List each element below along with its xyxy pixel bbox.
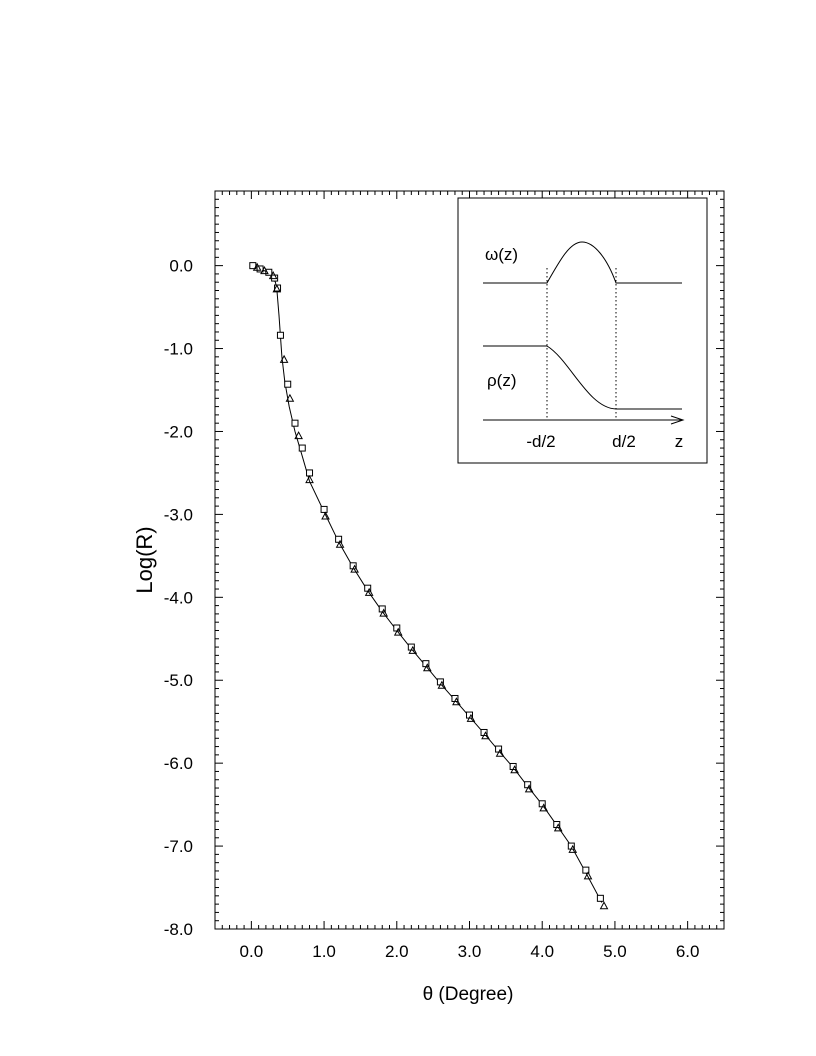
triangle-marker [583,871,593,880]
omega-label: ω(z) [485,245,518,264]
x-tick-label: 3.0 [458,942,482,961]
y-tick-label: -4.0 [164,588,193,607]
triangle-marker [599,901,609,910]
triangle-marker [481,731,490,740]
inset-frame [457,197,708,464]
triangle-marker [408,645,418,654]
triangle-marker [568,844,578,853]
y-tick-label: -7.0 [164,837,193,856]
x-tick-label: 2.0 [385,942,409,961]
square-marker [335,535,343,543]
triangle-marker [422,663,432,672]
x-axis-title: θ (Degree) [423,984,514,1005]
x-tick-label: 6.0 [676,942,700,961]
square-marker [284,380,292,388]
triangle-marker [260,266,269,275]
x-axis-ticks [214,191,725,929]
triangle-marker [279,354,289,363]
triangle-marker [379,608,389,617]
z-axis-arrowhead [670,415,685,425]
triangle-marker [268,271,278,280]
triangle-marker [510,765,519,774]
y-tick-label: -8.0 [164,920,193,939]
half-d-label: d/2 [612,432,636,451]
triangle-marker [393,627,403,636]
x-tick-label: 0.0 [240,942,264,961]
omega-profile-curve [483,241,682,284]
y-tick-label: 0.0 [169,257,193,276]
triangle-marker [553,823,563,832]
triangle-marker [294,431,303,440]
x-axis-tick-labels: 0.0 1.0 2.0 3.0 4.0 5.0 6.0 [240,942,700,961]
triangle-marker [285,393,295,402]
y-tick-label: -6.0 [164,754,193,773]
square-marker [320,505,328,513]
triangle-marker [364,587,374,596]
y-axis-title: Log(R) [132,526,157,593]
x-tick-label: 4.0 [530,942,554,961]
triangle-marker [335,539,345,548]
rho-label: ρ(z) [487,371,517,390]
x-tick-label: 1.0 [312,942,336,961]
triangle-marker [452,697,461,706]
triangle-marker [272,284,282,293]
square-marker [582,866,590,874]
x-tick-label: 5.0 [603,942,627,961]
square-marker [276,331,284,339]
y-tick-label: -3.0 [164,505,193,524]
data-series [249,262,609,910]
square-marker [265,268,273,276]
triangle-marker [524,784,534,793]
y-tick-label: -2.0 [164,422,193,441]
square-marker [596,894,604,902]
rho-profile-curve [483,345,682,410]
triangle-marker [495,748,505,757]
y-tick-label: -5.0 [164,671,193,690]
y-axis-ticks [215,190,724,930]
square-marker [298,444,306,452]
z-label: z [675,432,684,451]
triangle-marker [466,713,476,722]
triangle-marker [321,511,330,520]
square-marker [291,419,299,427]
triangle-marker [539,803,549,812]
y-axis-tick-labels: 0.0 -1.0 -2.0 -3.0 -4.0 -5.0 -6.0 -7.0 -8.0 [164,257,193,939]
square-marker [274,284,282,292]
minus-half-d-label: -d/2 [526,432,555,451]
inset-schematic: ω(z) ρ(z) -d/2 d/2 z [457,197,708,464]
triangle-marker [350,564,359,573]
y-tick-label: -1.0 [164,340,193,359]
triangle-marker [252,262,262,271]
triangle-marker [305,475,314,484]
triangle-marker [437,680,447,689]
